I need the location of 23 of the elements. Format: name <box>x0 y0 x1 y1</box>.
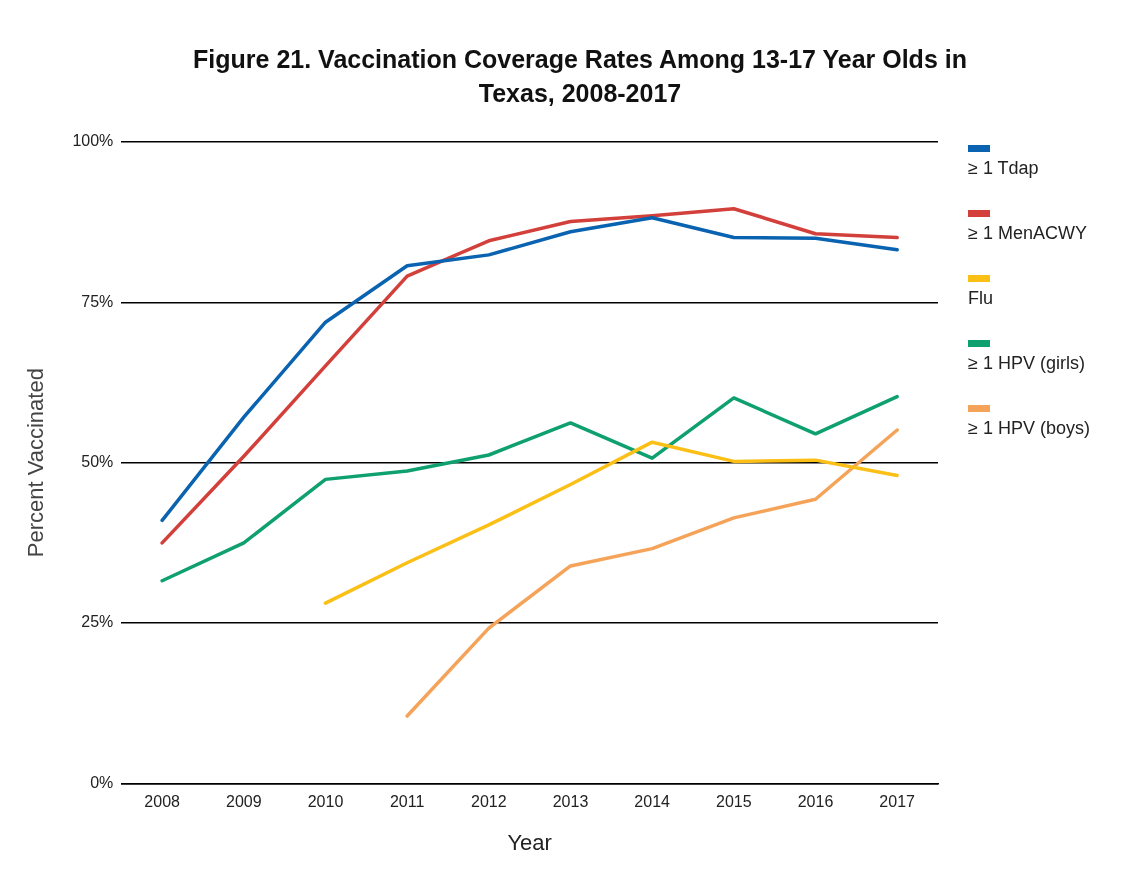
x-tick-label: 2012 <box>471 793 507 811</box>
x-axis-title: Year <box>507 829 552 855</box>
legend-label: Flu <box>968 288 994 309</box>
y-axis-title: Percent Vaccinated <box>23 368 49 558</box>
y-tick-label: 0% <box>90 773 114 791</box>
x-tick-label: 2014 <box>634 793 671 811</box>
x-tick-label: 2017 <box>879 793 916 811</box>
legend-label: ≥ 1 HPV (boys) <box>968 418 1091 439</box>
y-tick-label: 100% <box>72 132 114 150</box>
x-tick-label: 2016 <box>797 793 834 811</box>
y-tick-label: 25% <box>81 613 114 631</box>
x-tick-label: 2009 <box>226 793 262 811</box>
x-tick-label: 2013 <box>552 793 589 811</box>
x-tick-label: 2010 <box>307 793 344 811</box>
x-tick-label: 2015 <box>716 793 752 811</box>
x-tick-label: 2011 <box>389 793 425 811</box>
legend-label: ≥ 1 Tdap <box>968 158 1040 179</box>
chart-title: Figure 21. Vaccination Coverage Rates Among 13-17 Year Olds in Texas, 2008-2017 <box>192 44 968 109</box>
y-tick-label: 50% <box>81 453 114 471</box>
y-tick-label: 75% <box>81 292 114 310</box>
legend-label: ≥ 1 HPV (girls) <box>968 353 1086 374</box>
x-tick-label: 2008 <box>144 793 181 811</box>
legend-label: ≥ 1 MenACWY <box>968 223 1088 244</box>
